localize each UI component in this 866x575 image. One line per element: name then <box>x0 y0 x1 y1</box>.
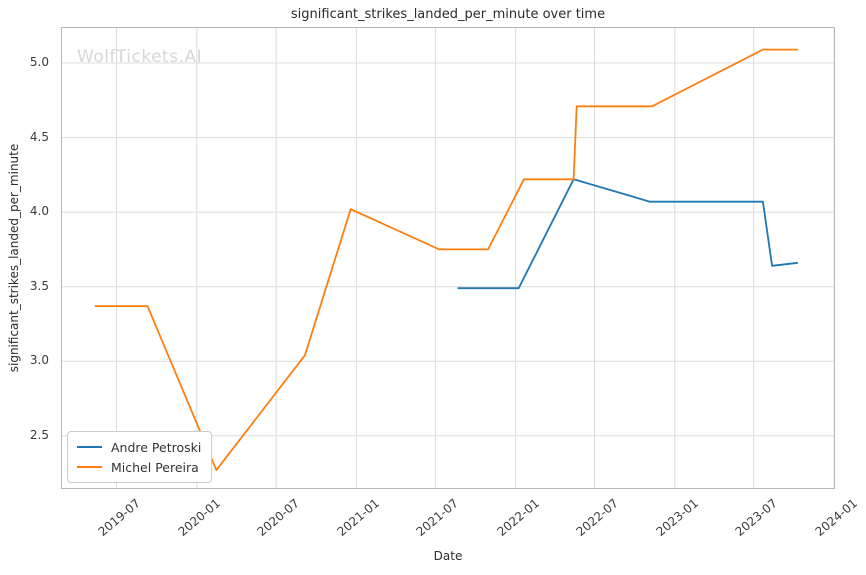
legend-item: Michel Pereira <box>77 458 201 476</box>
chart-title: significant_strikes_landed_per_minute ov… <box>290 7 606 22</box>
y-axis-label: significant_strikes_landed_per_minute <box>7 143 21 373</box>
watermark: WolfTickets.AI <box>77 47 203 67</box>
y-tick-label: 4.5 <box>29 129 49 144</box>
chart-canvas <box>62 28 834 488</box>
series-line-andre-petroski <box>457 178 798 290</box>
legend-swatch <box>77 466 102 468</box>
legend-swatch <box>77 446 102 448</box>
y-tick-label: 4.0 <box>29 204 49 219</box>
y-tick-label: 3.5 <box>29 278 49 293</box>
series-line-michel-pereira <box>94 48 798 472</box>
y-tick-label: 5.0 <box>29 55 49 70</box>
x-axis-label: Date <box>433 549 463 563</box>
legend-label: Andre Petroski <box>111 439 202 455</box>
y-tick-label: 3.0 <box>29 353 49 368</box>
plot-area: WolfTickets.AI Andre Petroski Michel Pere… <box>61 27 835 489</box>
legend: Andre Petroski Michel Pereira <box>67 431 213 483</box>
legend-label: Michel Pereira <box>111 459 199 475</box>
y-tick-label: 2.5 <box>29 427 49 442</box>
legend-item: Andre Petroski <box>77 438 201 456</box>
